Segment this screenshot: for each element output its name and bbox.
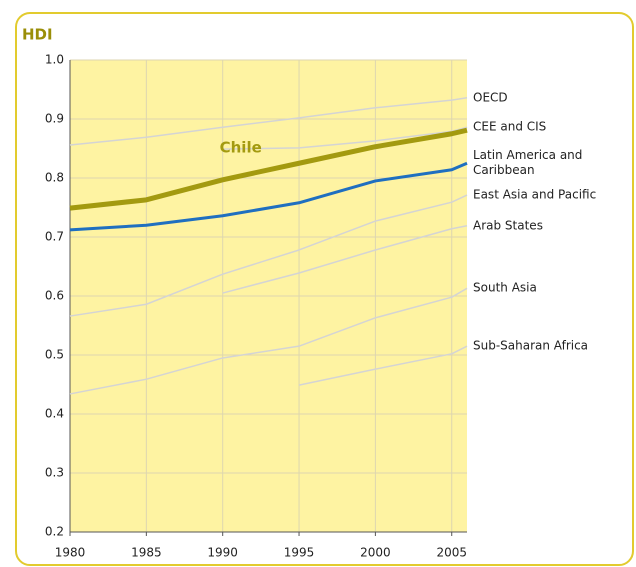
y-tick-label: 0.4 <box>45 407 64 421</box>
x-tick-label: 1995 <box>284 546 315 560</box>
series-line <box>298 345 468 386</box>
y-tick-label: 0.5 <box>45 348 64 362</box>
series-label: Arab States <box>473 218 543 233</box>
series-line <box>69 287 468 395</box>
series-label: East Asia and Pacific <box>473 187 597 202</box>
x-tick-label: 2005 <box>436 546 467 560</box>
series-line <box>69 194 468 317</box>
x-tick-label: 2000 <box>360 546 391 560</box>
series-line <box>222 225 468 294</box>
y-tick-label: 0.2 <box>45 525 64 539</box>
y-tick-label: 0.6 <box>45 289 64 303</box>
y-tick-label: 0.8 <box>45 171 64 185</box>
x-tick-label: 1990 <box>207 546 238 560</box>
y-tick-label: 0.7 <box>45 230 64 244</box>
y-tick-label: 0.9 <box>45 112 64 126</box>
series-line <box>69 127 468 211</box>
series-label: Latin America and Caribbean <box>473 148 583 178</box>
series-label: Sub-Saharan Africa <box>473 338 589 353</box>
chart-title: HDI <box>22 26 53 44</box>
series-label: CEE and CIS <box>473 119 547 134</box>
y-tick-label: 0.3 <box>45 466 64 480</box>
series-line <box>69 161 468 232</box>
x-tick-label: 1980 <box>55 546 86 560</box>
series-label: OECD <box>473 90 508 105</box>
x-tick-label: 1985 <box>131 546 162 560</box>
y-tick-label: 1.0 <box>45 53 64 67</box>
series-label: Chile <box>220 138 262 156</box>
series-label: South Asia <box>473 280 537 295</box>
series-line <box>69 97 468 146</box>
